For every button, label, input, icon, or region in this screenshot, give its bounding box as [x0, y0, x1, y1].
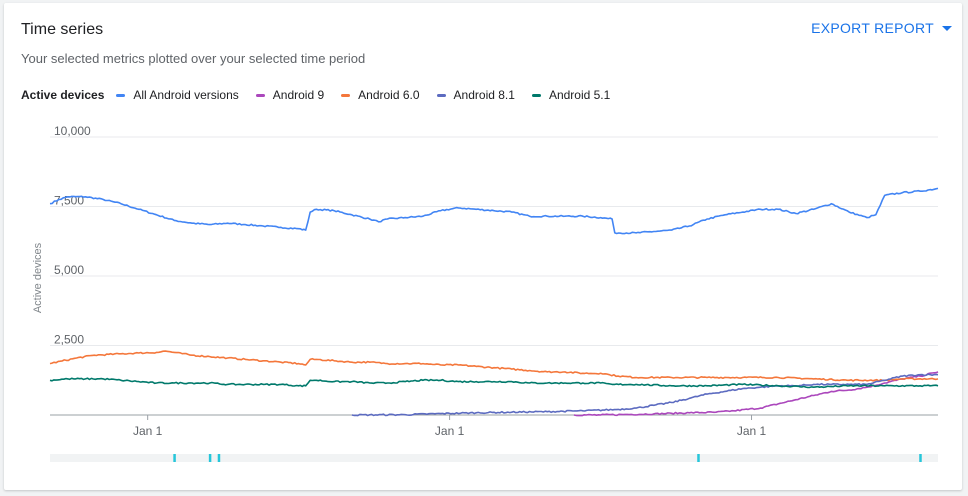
- annotation-marker: [217, 454, 221, 462]
- annotation-marker: [919, 454, 922, 462]
- chart-series: [49, 187, 939, 417]
- series-line: [49, 377, 939, 389]
- legend-metric-label: Active devices: [21, 88, 105, 102]
- y-tick-label: 5,000: [54, 263, 84, 277]
- timeline-annotations: [173, 454, 922, 462]
- legend-swatch: [341, 93, 351, 97]
- export-report-label: EXPORT REPORT: [811, 20, 934, 36]
- legend-item-label: Android 9: [272, 88, 325, 102]
- series-line: [49, 350, 939, 382]
- legend-item-label: All Android versions: [133, 88, 239, 102]
- legend-item-label: Android 8.1: [453, 88, 515, 102]
- legend-swatch: [255, 93, 265, 97]
- legend-swatch: [116, 93, 126, 97]
- legend-item-android-9[interactable]: Android 9: [255, 88, 325, 102]
- legend-item-android-8-1[interactable]: Android 8.1: [436, 88, 515, 102]
- x-tick-label: Jan 1: [133, 424, 163, 438]
- x-tick-label: Jan 1: [737, 424, 767, 438]
- chart-legend: Active devices All Android versions Andr…: [21, 87, 627, 103]
- series-line: [351, 373, 939, 417]
- chart-grid: [50, 136, 938, 416]
- caret-down-icon: [942, 26, 952, 31]
- legend-item-label: Android 6.0: [358, 88, 420, 102]
- annotation-marker: [697, 454, 700, 462]
- x-tick-label: Jan 1: [435, 424, 465, 438]
- export-report-button[interactable]: EXPORT REPORT: [811, 20, 952, 36]
- annotation-marker: [173, 454, 176, 462]
- legend-swatch: [531, 93, 541, 97]
- time-series-card: Time series Your selected metrics plotte…: [4, 3, 962, 490]
- timeline-scrubber[interactable]: [50, 454, 938, 462]
- y-axis-label: Active devices: [32, 242, 44, 313]
- legend-item-android-5-1[interactable]: Android 5.1: [531, 88, 611, 102]
- legend-item-label: Android 5.1: [548, 88, 611, 102]
- legend-swatch: [436, 93, 446, 97]
- series-line: [49, 187, 939, 235]
- series-line: [573, 371, 939, 417]
- card-title: Time series: [21, 21, 104, 38]
- legend-item-android-6[interactable]: Android 6.0: [341, 88, 420, 102]
- x-axis-ticks: Jan 1 Jan 1 Jan 1: [133, 415, 767, 438]
- legend-item-all-android[interactable]: All Android versions: [116, 88, 239, 102]
- y-tick-label: 10,000: [54, 124, 91, 138]
- y-tick-label: 2,500: [54, 333, 84, 347]
- card-subtitle: Your selected metrics plotted over your …: [21, 51, 366, 66]
- annotation-marker: [208, 454, 212, 462]
